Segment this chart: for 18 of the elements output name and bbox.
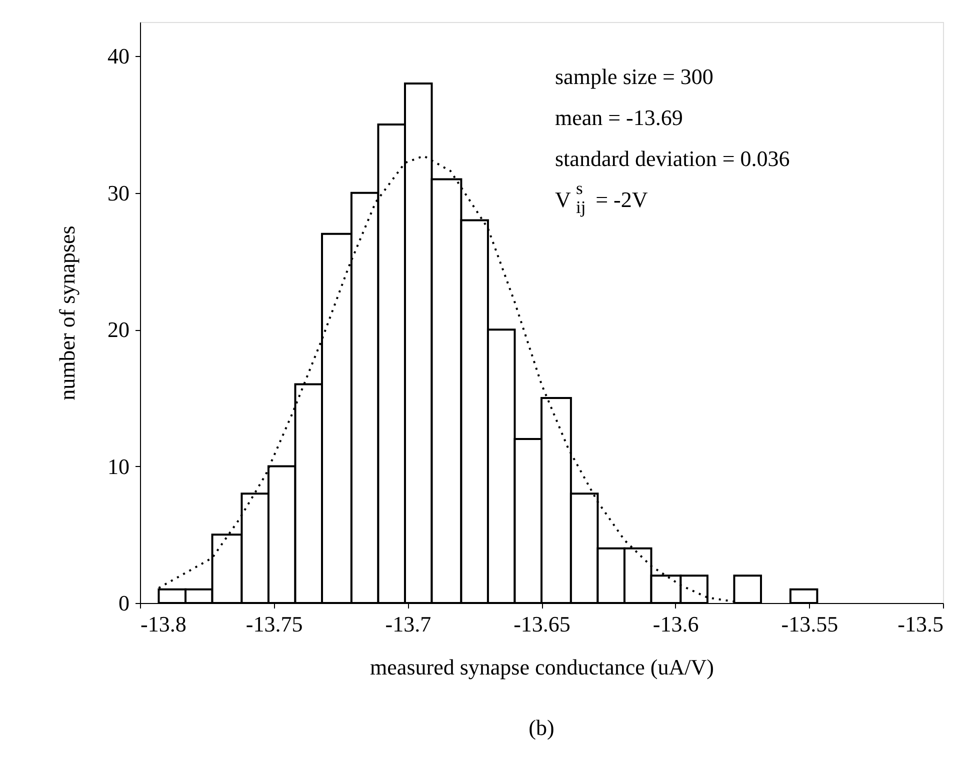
x-tick-label: -13.5 [898, 612, 944, 636]
x-tick-label: -13.75 [246, 612, 303, 636]
y-tick-label: 30 [108, 180, 130, 206]
x-tick-label: -13.7 [385, 612, 432, 636]
annotation: mean = -13.69 [555, 105, 683, 130]
text: (b) [528, 715, 554, 740]
x-tick-label: -13.55 [781, 612, 838, 636]
y-tick-label: 20 [108, 317, 130, 342]
y-tick-label: 40 [108, 44, 130, 69]
y-tick-label: 10 [108, 454, 130, 479]
y-axis-title: number of synapses [54, 226, 80, 400]
x-tick-label: -13.65 [514, 612, 570, 636]
x-axis-title: measured synapse conductance (uA/V) [370, 654, 714, 680]
annotation: sample size = 300 [555, 64, 714, 89]
x-tick-label: -13.6 [652, 612, 699, 636]
y-tick-label: 0 [118, 590, 130, 616]
annotation: standard deviation = 0.036 [555, 146, 790, 171]
x-tick-label: -13.8 [140, 612, 186, 636]
